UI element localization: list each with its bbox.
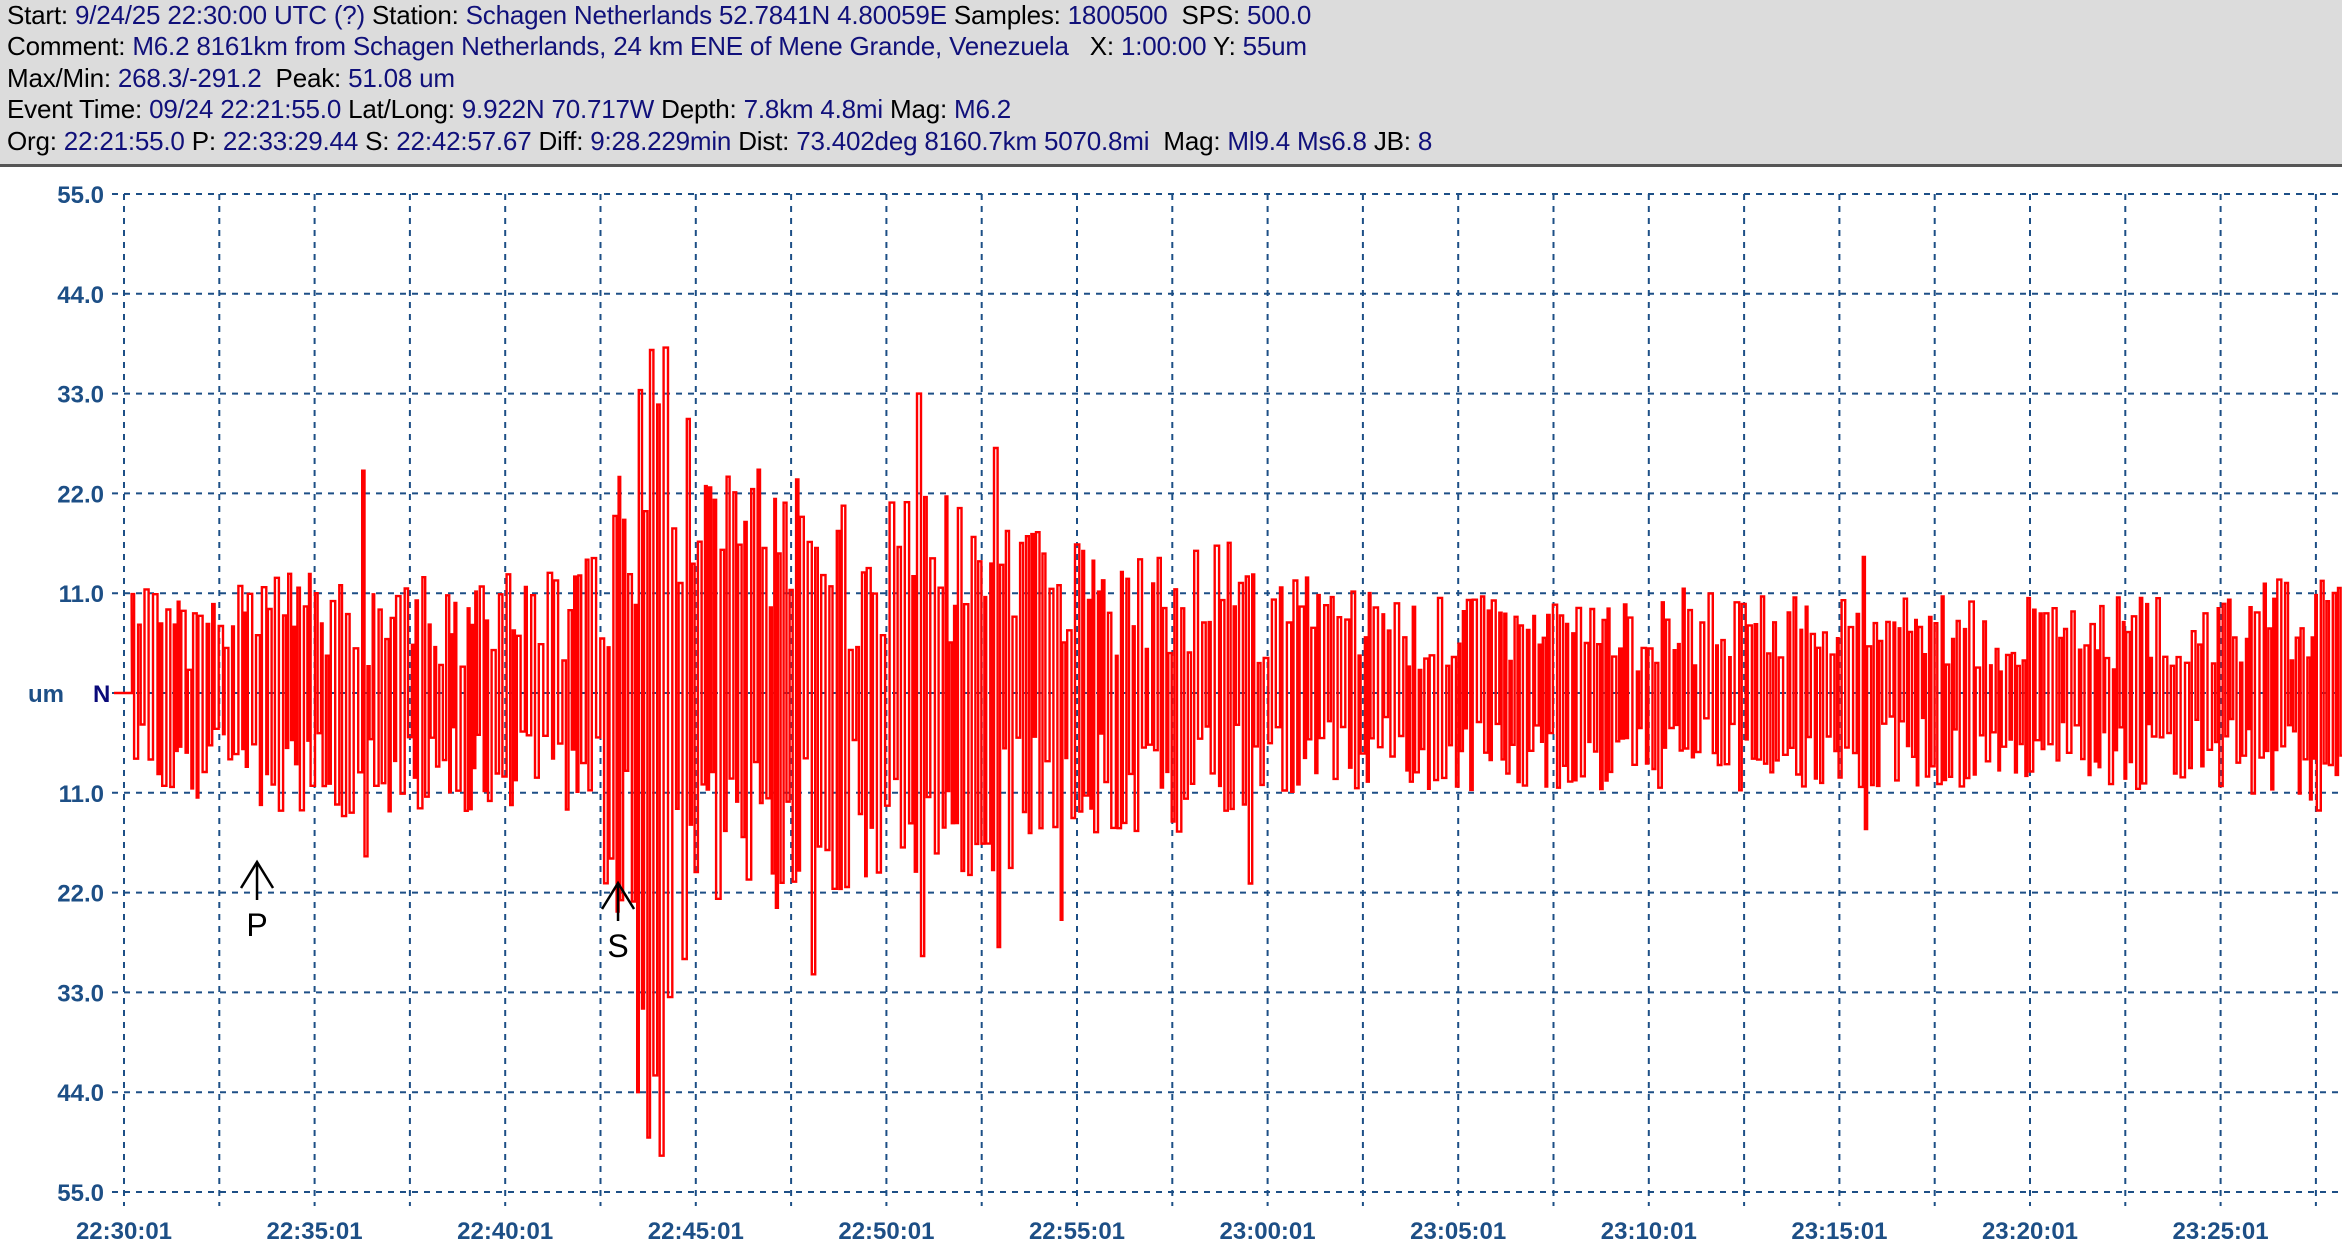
y-tick-label: 33.0: [57, 382, 104, 409]
field-value: Ml9.4 Ms6.8: [1227, 126, 1367, 156]
x-tick-label: 23:15:01: [1791, 1218, 1887, 1245]
field-value: 8: [1417, 126, 1433, 156]
x-tick-label: 22:35:01: [267, 1218, 363, 1245]
field-label: Mag:: [1149, 126, 1228, 156]
field-label: Max/Min:: [7, 63, 118, 93]
field-value: 51.08 um: [348, 63, 455, 93]
field-value: 22:21:55.0: [63, 126, 185, 156]
field-label: JB:: [1366, 126, 1418, 156]
field-label: Lat/Long:: [341, 94, 462, 124]
x-tick-label: 23:05:01: [1410, 1218, 1506, 1245]
y-tick-label: 44.0: [57, 282, 104, 309]
x-tick-label: 22:30:01: [76, 1218, 172, 1245]
header-line-comment: Comment: M6.2 8161km from Schagen Nether…: [7, 31, 1307, 61]
field-label: Start:: [7, 0, 75, 30]
arrow-up-icon: [239, 859, 275, 900]
field-label: Event Time:: [7, 94, 150, 124]
field-value: 1800500: [1067, 0, 1168, 30]
seismogram-plot: 55.044.033.022.011.011.022.033.044.055.0…: [28, 182, 2342, 1245]
field-label: Org:: [7, 126, 64, 156]
field-value: 55um: [1242, 31, 1307, 61]
x-tick-label: 23:25:01: [2173, 1218, 2269, 1245]
x-tick-label: 22:55:01: [1029, 1218, 1125, 1245]
y-tick-label: 22.0: [57, 881, 104, 908]
field-label: Dist:: [731, 126, 797, 156]
field-label: SPS:: [1167, 0, 1248, 30]
field-value: 7.8km 4.8mi: [743, 94, 884, 124]
field-value: M6.2: [954, 94, 1012, 124]
field-label: Samples:: [946, 0, 1068, 30]
field-value: 9/24/25 22:30:00 UTC (?): [74, 0, 366, 30]
field-value: 9:28.229min: [590, 126, 732, 156]
x-tick-label: 23:00:01: [1220, 1218, 1316, 1245]
phase-marker-s: S: [600, 880, 636, 964]
phase-label: P: [246, 907, 267, 943]
field-value: 73.402deg 8160.7km 5070.8mi: [796, 126, 1150, 156]
field-value: 500.0: [1247, 0, 1312, 30]
field-value: 09/24 22:21:55.0: [149, 94, 342, 124]
y-axis-unit-label: um: [28, 681, 64, 708]
phase-marker-p: P: [239, 859, 275, 943]
field-label: Comment:: [7, 31, 133, 61]
field-label: Diff:: [531, 126, 591, 156]
y-tick-label: 55.0: [57, 182, 104, 209]
phase-label: S: [607, 928, 628, 964]
header-line-event: Event Time: 09/24 22:21:55.0 Lat/Long: 9…: [7, 94, 1011, 124]
x-tick-label: 22:50:01: [838, 1218, 934, 1245]
x-tick-label: 22:45:01: [648, 1218, 744, 1245]
field-value: 268.3/-291.2: [117, 63, 262, 93]
header-line-origin: Org: 22:21:55.0 P: 22:33:29.44 S: 22:42:…: [7, 126, 1432, 156]
field-value: 22:42:57.67: [396, 126, 532, 156]
y-tick-label: 33.0: [57, 980, 104, 1007]
y-tick-label: 11.0: [59, 781, 104, 808]
field-value: 9.922N 70.717W: [461, 94, 655, 124]
field-label: Peak:: [261, 63, 349, 93]
y-tick-label: 22.0: [57, 481, 104, 508]
y-tick-label: 11.0: [59, 581, 104, 608]
header-line-start: Start: 9/24/25 22:30:00 UTC (?) Station:…: [7, 0, 1311, 30]
field-label: Depth:: [654, 94, 744, 124]
y-tick-label: 55.0: [57, 1180, 104, 1207]
field-label: P:: [184, 126, 223, 156]
x-axis-labels: 22:30:01 22:35:01 22:40:01 22:45:01 22:50:01…: [76, 1218, 2269, 1245]
field-label: X:: [1068, 31, 1121, 61]
x-tick-label: 23:20:01: [1982, 1218, 2078, 1245]
field-label: S:: [358, 126, 397, 156]
header-line-maxmin: Max/Min: 268.3/-291.2 Peak: 51.08 um: [7, 63, 455, 93]
x-tick-label: 22:40:01: [457, 1218, 553, 1245]
x-tick-label: 23:10:01: [1601, 1218, 1697, 1245]
field-value: 22:33:29.44: [222, 126, 359, 156]
field-label: Mag:: [882, 94, 955, 124]
y-axis-labels: 55.0 44.0 33.0 22.0 11.0 11.0 22.0 33.0 44.0 55.0: [57, 182, 104, 1207]
arrow-up-icon: [600, 880, 636, 921]
field-value: 1:00:00: [1120, 31, 1207, 61]
field-value: Schagen Netherlands 52.7841N 4.80059E: [465, 0, 947, 30]
field-label: Station:: [365, 0, 466, 30]
y-tick-label: 44.0: [57, 1080, 104, 1107]
phase-markers: PS: [239, 859, 636, 964]
field-value: M6.2 8161km from Schagen Netherlands, 24…: [132, 31, 1069, 61]
event-info-header: Start: 9/24/25 22:30:00 UTC (?) Station:…: [0, 0, 2342, 167]
channel-label: N: [93, 681, 110, 708]
seismogram-trace: [114, 346, 2342, 1157]
field-label: Y:: [1206, 31, 1243, 61]
